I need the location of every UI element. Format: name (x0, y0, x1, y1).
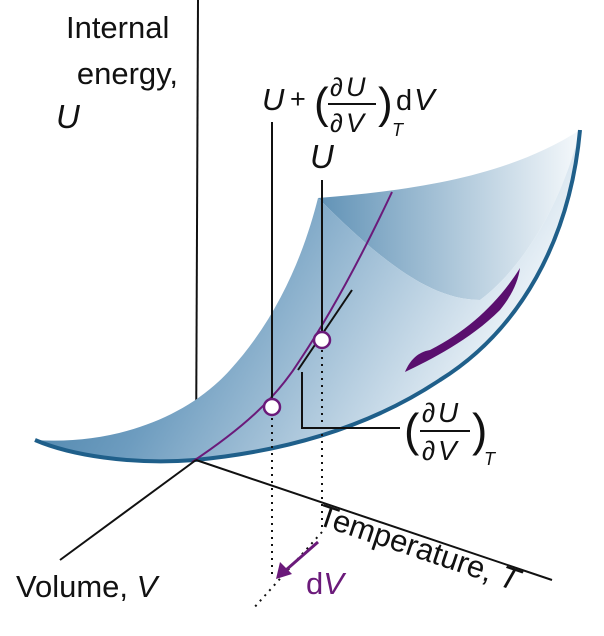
derivative-v-den: V (438, 435, 459, 466)
derivative-right-paren: ) (472, 404, 487, 456)
surface-underside (405, 268, 520, 372)
derivative-bracket (301, 372, 400, 429)
u-plus-right-paren: ) (378, 79, 393, 128)
energy-surface (35, 130, 580, 462)
dv-label-v: V (323, 566, 347, 601)
u-point-marker (312, 330, 332, 350)
u-plus-v: V (414, 82, 438, 117)
surface-front-edge (34, 129, 582, 464)
u-plus-u-num: U (346, 72, 366, 102)
u-plus-plus: + (290, 84, 306, 114)
u-plus-v-den: V (346, 108, 367, 138)
temperature-label-text: Temperature, T (314, 497, 526, 598)
u-plus-point-marker (262, 397, 282, 417)
internal-energy-line2: energy, (77, 56, 178, 91)
dv-arrow-shaft (285, 540, 319, 572)
u-plus-u: U (262, 82, 285, 117)
u-plus-partial-num: ∂ (330, 72, 343, 102)
constant-temperature-curve (191, 191, 393, 463)
surface-back-region (318, 130, 580, 300)
derivative-left-paren: ( (404, 404, 420, 456)
u-plus-left-paren: ( (314, 79, 329, 128)
derivative-partial-den: ∂ (422, 436, 435, 466)
internal-energy-axis (195, 0, 199, 461)
temperature-label: Temperature, T (314, 497, 526, 598)
dv-arrow-head (276, 562, 292, 579)
temperature-axis (195, 459, 553, 581)
tangent-line (297, 289, 353, 371)
dv-label-d: d (306, 566, 323, 601)
dv-label: dV (306, 566, 347, 601)
volume-label-word: Volume, (16, 569, 137, 604)
derivative-partial-num: ∂ (422, 398, 435, 428)
u-plus-d: d (396, 85, 412, 117)
u-plus-partial-den: ∂ (330, 108, 343, 138)
internal-energy-symbol: U (56, 98, 80, 135)
u-plus-derivative-label: U + ( ∂ U ∂ V ) T d V (262, 72, 438, 140)
volume-label: Volume, V (16, 569, 161, 604)
u-point-label: U (310, 138, 334, 175)
u-plus-subscript-t: T (392, 120, 405, 140)
derivative-subscript-t: T (484, 449, 497, 469)
volume-label-symbol: V (137, 569, 161, 604)
volume-axis (59, 459, 197, 561)
internal-energy-label: Internal energy, (66, 10, 178, 91)
internal-energy-line1: Internal (66, 10, 169, 45)
derivative-u-num: U (438, 397, 459, 428)
derivative-label: ( ∂ U ∂ V ) T (404, 397, 497, 469)
